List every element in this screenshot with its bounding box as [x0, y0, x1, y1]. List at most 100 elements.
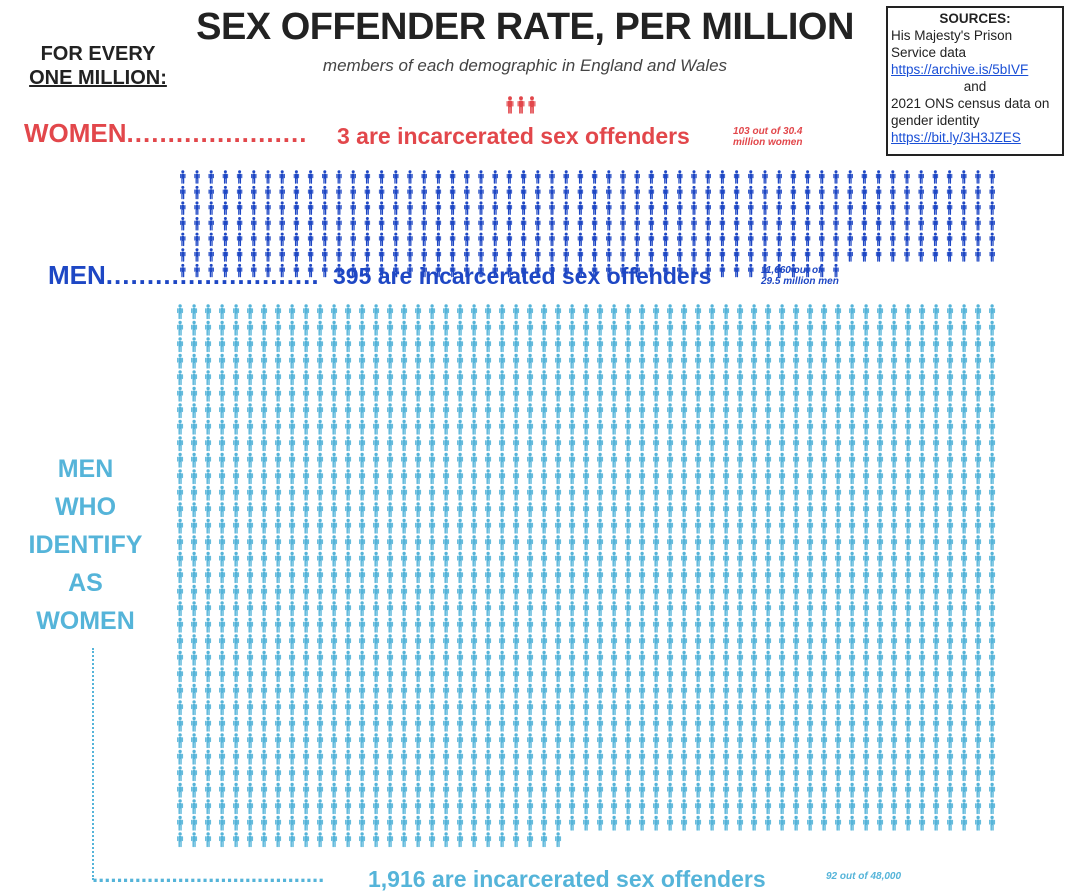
trans-women-person-icon	[905, 304, 912, 320]
men-person-icon	[435, 217, 442, 231]
men-note-line2: 29.5 million men	[761, 276, 839, 287]
men-person-icon	[634, 248, 640, 262]
trans-women-person-icon	[205, 320, 212, 336]
trans-women-person-icon	[289, 353, 296, 369]
trans-women-person-icon	[849, 716, 856, 732]
trans-women-person-icon	[275, 485, 282, 501]
men-person-icon	[449, 170, 456, 184]
trans-women-person-icon	[751, 815, 758, 831]
men-person-icon	[322, 170, 328, 184]
men-person-icon	[506, 232, 513, 247]
men-person-icon	[279, 217, 285, 231]
trans-women-person-icon	[415, 601, 422, 617]
trans-women-person-icon	[807, 634, 814, 650]
trans-women-person-icon	[261, 667, 268, 683]
trans-women-person-icon	[331, 419, 338, 435]
trans-women-person-icon	[933, 452, 940, 468]
trans-women-person-icon	[905, 700, 912, 716]
men-person-icon	[364, 232, 371, 247]
trans-women-person-icon	[415, 485, 422, 501]
trans-women-person-icon	[317, 650, 324, 666]
men-person-icon	[322, 201, 328, 215]
men-person-icon	[421, 170, 427, 184]
trans-women-person-icon	[373, 799, 380, 815]
trans-women-person-icon	[625, 337, 632, 353]
trans-women-person-icon	[653, 749, 660, 765]
women-person-icon	[528, 96, 536, 114]
trans-women-person-icon	[387, 617, 394, 633]
trans-women-person-icon	[863, 766, 870, 782]
trans-women-person-icon	[429, 370, 436, 386]
trans-women-person-icon	[835, 304, 842, 320]
men-person-icon	[449, 232, 456, 247]
men-person-icon	[918, 232, 924, 247]
trans-women-icon-grid	[177, 304, 996, 848]
trans-women-person-icon	[261, 832, 268, 848]
trans-women-person-icon	[751, 766, 758, 782]
trans-women-person-icon	[233, 799, 240, 815]
trans-women-person-icon	[457, 667, 464, 683]
men-person-icon	[819, 217, 825, 231]
trans-women-person-icon	[555, 832, 562, 848]
trans-women-person-icon	[261, 815, 268, 831]
trans-women-person-icon	[233, 485, 240, 501]
trans-women-person-icon	[961, 535, 968, 551]
trans-women-person-icon	[933, 370, 940, 386]
trans-women-person-icon	[639, 370, 646, 386]
trans-women-person-icon	[443, 700, 450, 716]
trans-women-person-icon	[905, 518, 912, 534]
trans-women-person-icon	[737, 304, 744, 320]
men-person-icon	[904, 201, 910, 215]
men-person-icon	[719, 217, 726, 231]
source-link-bitly[interactable]: https://bit.ly/3H3JZES	[891, 130, 1021, 145]
men-person-icon	[421, 232, 427, 247]
trans-women-person-icon	[429, 337, 436, 353]
men-person-icon	[478, 201, 484, 215]
trans-women-person-icon	[345, 815, 352, 831]
men-person-icon	[393, 248, 399, 262]
trans-women-person-icon	[807, 304, 814, 320]
men-person-icon	[435, 185, 442, 200]
men-person-icon	[662, 201, 669, 215]
trans-women-person-icon	[513, 766, 520, 782]
trans-women-person-icon	[541, 485, 548, 501]
trans-women-person-icon	[373, 617, 380, 633]
trans-women-person-icon	[835, 634, 842, 650]
trans-women-person-icon	[989, 452, 996, 468]
trans-women-person-icon	[737, 403, 744, 419]
trans-women-person-icon	[681, 535, 688, 551]
trans-women-person-icon	[233, 353, 240, 369]
trans-women-person-icon	[835, 733, 842, 749]
men-person-icon	[847, 185, 853, 200]
trans-women-person-icon	[317, 815, 324, 831]
trans-women-person-icon	[863, 667, 870, 683]
trans-women-person-icon	[723, 601, 730, 617]
trans-women-person-icon	[345, 386, 352, 402]
trans-women-person-icon	[695, 304, 702, 320]
trans-women-person-icon	[583, 634, 590, 650]
trans-women-person-icon	[709, 700, 716, 716]
men-person-icon	[506, 248, 513, 262]
trans-women-person-icon	[303, 815, 310, 831]
source-link-archive[interactable]: https://archive.is/5bIVF	[891, 62, 1029, 77]
trans-women-person-icon	[695, 403, 702, 419]
trans-women-person-icon	[765, 716, 772, 732]
trans-women-person-icon	[933, 485, 940, 501]
trans-women-person-icon	[471, 436, 478, 452]
trans-women-person-icon	[639, 815, 646, 831]
trans-women-person-icon	[345, 403, 352, 419]
trans-women-person-icon	[891, 683, 898, 699]
trans-women-person-icon	[555, 436, 562, 452]
trans-women-person-icon	[737, 683, 744, 699]
trans-women-person-icon	[289, 485, 296, 501]
trans-women-person-icon	[317, 386, 324, 402]
trans-women-person-icon	[387, 799, 394, 815]
trans-women-person-icon	[863, 320, 870, 336]
men-person-icon	[535, 217, 541, 231]
trans-women-person-icon	[891, 782, 898, 798]
men-person-icon	[606, 217, 612, 231]
trans-women-person-icon	[583, 667, 590, 683]
trans-women-person-icon	[835, 815, 842, 831]
trans-women-person-icon	[961, 766, 968, 782]
trans-women-person-icon	[653, 337, 660, 353]
